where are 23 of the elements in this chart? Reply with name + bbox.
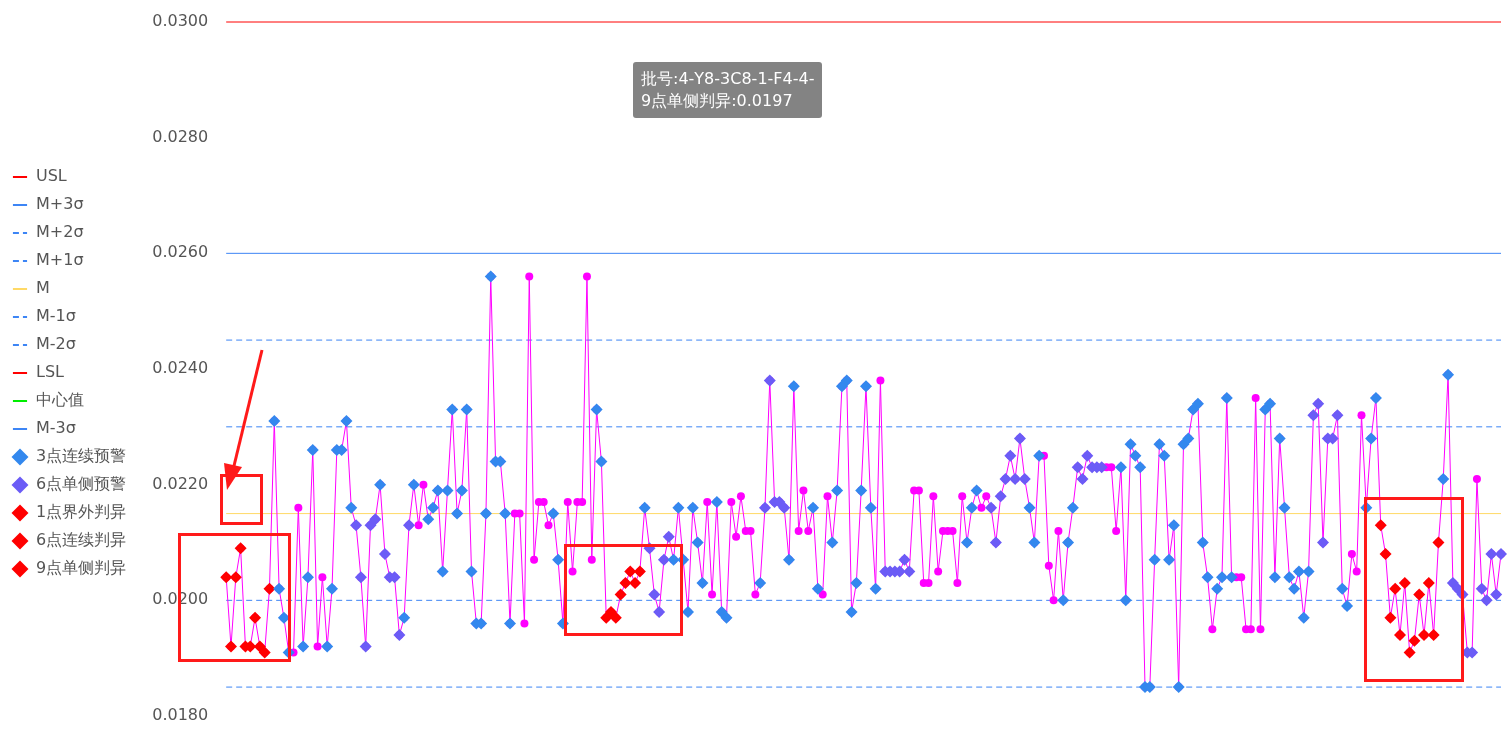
y-tick-label: 0.0260	[152, 242, 209, 262]
legend-label: 中心值	[36, 390, 84, 410]
legend-label: M-3σ	[36, 418, 76, 438]
y-tick-label: 0.0240	[152, 358, 209, 378]
legend-label: USL	[36, 166, 67, 186]
annotation: 9点单侧判异:0.0197	[641, 90, 794, 112]
legend-label: 3点连续预警	[36, 446, 127, 466]
legend-label: M-1σ	[36, 306, 76, 326]
legend-label: M+1σ	[36, 250, 84, 270]
legend-label: 9点单侧判异	[36, 558, 127, 578]
y-tick-label: 0.0180	[152, 705, 209, 725]
y-tick-label: 0.0300	[152, 11, 209, 31]
y-tick-label: 0.0280	[152, 126, 209, 146]
legend-label: 6点连续判异	[36, 530, 127, 550]
legend-label: M+2σ	[36, 222, 84, 242]
legend-label: M	[36, 278, 50, 298]
legend-label: M-2σ	[36, 334, 76, 354]
legend-label: LSL	[36, 362, 65, 382]
legend-label: 6点单侧预警	[36, 474, 127, 494]
legend-label: 1点界外判异	[36, 502, 127, 522]
annotation: 批号:4-Y8-3C8-1-F4-4-	[641, 68, 815, 90]
y-tick-label: 0.0220	[152, 473, 209, 493]
legend-label: M+3σ	[36, 194, 84, 214]
